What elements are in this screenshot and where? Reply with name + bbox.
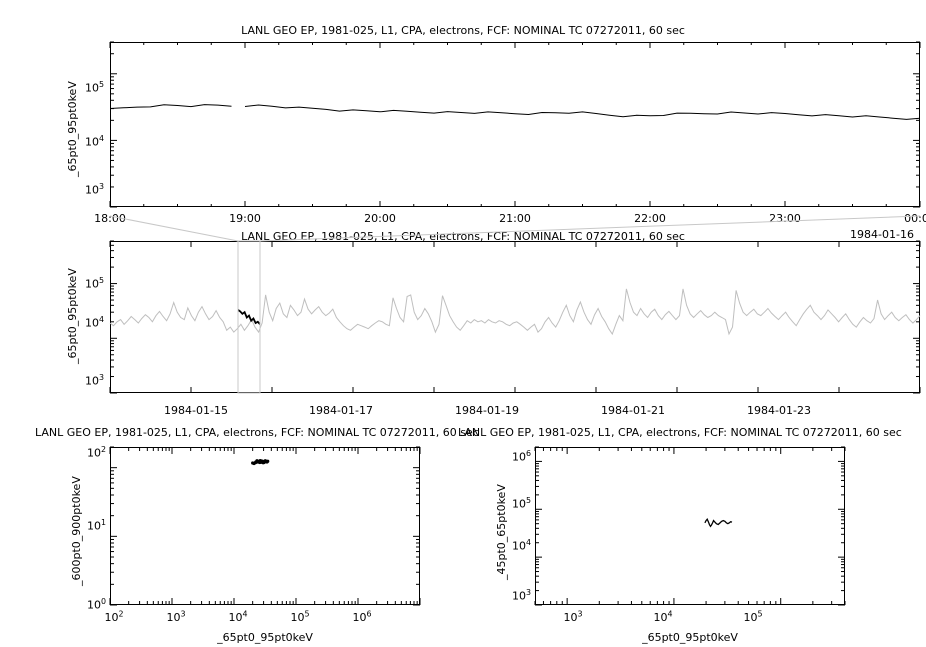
top-ytick-1e5: 105 — [84, 79, 104, 95]
top-panel-title: LANL GEO EP, 1981-025, L1, CPA, electron… — [241, 24, 685, 37]
br-xtick-1e5: 105 — [743, 609, 763, 624]
top-xtick-2200: 22:00 — [634, 212, 666, 225]
bl-ytick-1e1: 101 — [86, 517, 106, 533]
middle-xtick-0117: 1984-01-17 — [309, 404, 373, 417]
top-xtick-0000: 00:00 — [904, 212, 926, 225]
top-xtick-2000: 20:00 — [364, 212, 396, 225]
top-ytick-1e4: 104 — [84, 133, 104, 149]
middle-xtick-0119: 1984-01-19 — [455, 404, 519, 417]
bl-xtick-1e3: 103 — [166, 609, 186, 624]
top-ytick-1e3: 103 — [84, 181, 104, 197]
bottom-left-panel-title: LANL GEO EP, 1981-025, L1, CPA, electron… — [35, 426, 479, 439]
bottom-left-frame — [110, 447, 420, 605]
middle-xtick-0123: 1984-01-23 — [747, 404, 811, 417]
bl-ytick-1e0: 100 — [86, 596, 106, 612]
bottom-right-frame — [535, 447, 845, 605]
br-xtick-1e3: 103 — [563, 609, 583, 624]
top-xaxis-date: 1984-01-16 — [850, 228, 914, 241]
bottom-right-panel-title: LANL GEO EP, 1981-025, L1, CPA, electron… — [458, 426, 902, 439]
br-ytick-1e3: 103 — [511, 587, 531, 603]
br-ytick-1e5: 105 — [511, 495, 531, 511]
bl-ytick-1e2: 102 — [86, 444, 106, 460]
middle-xtick-0115: 1984-01-15 — [164, 404, 228, 417]
top-xtick-1900: 19:00 — [229, 212, 261, 225]
bl-xtick-1e6: 106 — [352, 609, 372, 624]
top-panel-frame — [110, 42, 920, 207]
br-ytick-1e6: 106 — [511, 448, 531, 464]
bottom-left-xlabel: _65pt0_95pt0keV — [217, 631, 313, 644]
middle-ytick-1e4: 104 — [84, 314, 104, 330]
bl-xtick-1e4: 104 — [228, 609, 248, 624]
bl-xtick-1e5: 105 — [290, 609, 310, 624]
top-xtick-1800: 18:00 — [94, 212, 126, 225]
top-xtick-2100: 21:00 — [499, 212, 531, 225]
top-xtick-2300: 23:00 — [769, 212, 801, 225]
middle-xtick-0121: 1984-01-21 — [601, 404, 665, 417]
bottom-right-xlabel: _65pt0_95pt0keV — [642, 631, 738, 644]
br-xtick-1e4: 104 — [653, 609, 673, 624]
bl-xtick-1e2: 102 — [104, 609, 124, 624]
br-ytick-1e4: 104 — [511, 537, 531, 553]
middle-ytick-1e3: 103 — [84, 372, 104, 388]
top-panel-ylabel: _65pt0_95pt0keV — [66, 81, 79, 177]
middle-panel-frame — [110, 241, 920, 393]
middle-ytick-1e5: 105 — [84, 275, 104, 291]
